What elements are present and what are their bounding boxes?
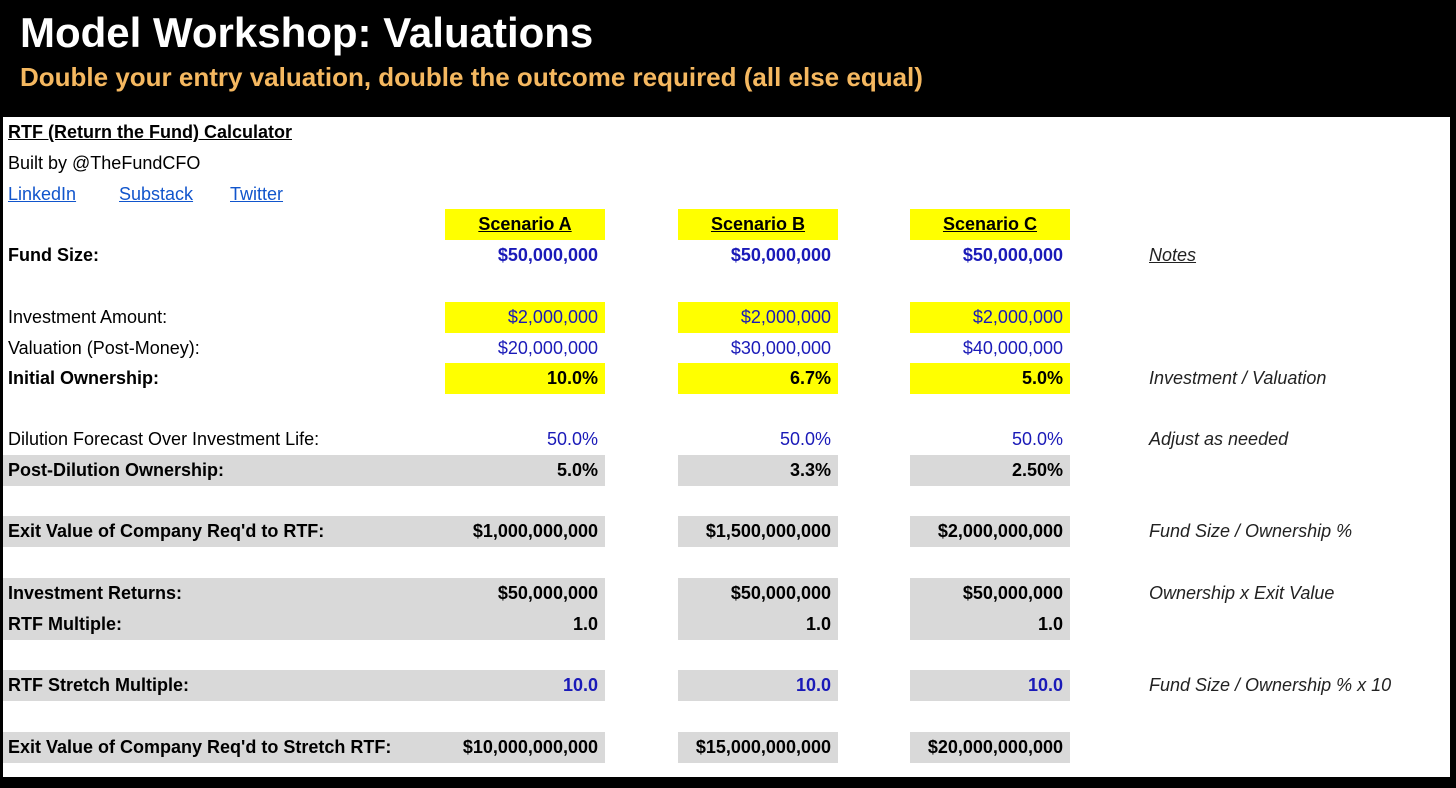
row-links: LinkedIn Substack Twitter [3,179,1450,210]
twitter-link[interactable]: Twitter [230,184,284,204]
investment-amount-label: Investment Amount: [8,307,168,327]
rtf-stretch-multiple-a[interactable]: 10.0 [445,670,605,701]
row-scenario-headers: Scenario A Scenario B Scenario C [3,209,1450,240]
dilution-b[interactable]: 50.0% [779,429,831,449]
fund-size-label: Fund Size: [8,245,99,265]
scenario-b-header: Scenario B [678,209,838,240]
exit-value-rtf-a[interactable]: $1,000,000,000 [445,516,605,547]
calculator-title: RTF (Return the Fund) Calculator [8,122,292,142]
page-subtitle: Double your entry valuation, double the … [20,62,923,92]
exit-value-stretch-b[interactable]: $15,000,000,000 [678,732,838,763]
row-dilution: Dilution Forecast Over Investment Life: … [3,424,1450,455]
notes-header: Notes [1149,245,1197,265]
post-dilution-a[interactable]: 5.0% [445,455,605,486]
valuation-c[interactable]: $40,000,000 [962,338,1063,358]
dilution-a[interactable]: 50.0% [546,429,598,449]
built-by-label: Built by @TheFundCFO [8,153,201,173]
page-title: Model Workshop: Valuations [20,9,594,56]
scenario-c-header: Scenario C [910,209,1070,240]
substack-link[interactable]: Substack [119,184,194,204]
row-valuation: Valuation (Post-Money): $20,000,000 $30,… [3,333,1450,364]
row-exit-value-rtf: Exit Value of Company Req'd to RTF: $1,0… [3,516,1450,547]
rtf-multiple-c[interactable]: 1.0 [910,609,1070,640]
rtf-stretch-multiple-b[interactable]: 10.0 [678,670,838,701]
investment-returns-c[interactable]: $50,000,000 [910,578,1070,609]
exit-value-rtf-b[interactable]: $1,500,000,000 [678,516,838,547]
row-investment-returns: Investment Returns: $50,000,000 $50,000,… [3,578,1450,609]
row-fund-size: Fund Size: $50,000,000 $50,000,000 $50,0… [3,240,1450,271]
post-dilution-c[interactable]: 2.50% [910,455,1070,486]
investment-returns-note: Ownership x Exit Value [1149,583,1335,603]
exit-value-rtf-note: Fund Size / Ownership % [1149,521,1353,541]
valuation-label: Valuation (Post-Money): [8,338,200,358]
initial-ownership-b[interactable]: 6.7% [678,363,838,394]
investment-returns-b[interactable]: $50,000,000 [678,578,838,609]
initial-ownership-a[interactable]: 10.0% [445,363,605,394]
fund-size-c[interactable]: $50,000,000 [962,245,1063,265]
spreadsheet: RTF (Return the Fund) Calculator Built b… [3,117,1450,777]
dilution-label: Dilution Forecast Over Investment Life: [8,429,320,449]
valuation-b[interactable]: $30,000,000 [730,338,831,358]
row-built-by: Built by @TheFundCFO [3,148,1450,179]
initial-ownership-label: Initial Ownership: [8,368,160,388]
investment-amount-a[interactable]: $2,000,000 [445,302,605,333]
fund-size-a[interactable]: $50,000,000 [497,245,598,265]
row-initial-ownership: Initial Ownership: 10.0% 6.7% 5.0% Inves… [3,363,1450,394]
exit-value-stretch-c[interactable]: $20,000,000,000 [910,732,1070,763]
rtf-stretch-multiple-note: Fund Size / Ownership % x 10 [1149,675,1392,695]
post-dilution-b[interactable]: 3.3% [678,455,838,486]
rtf-multiple-b[interactable]: 1.0 [678,609,838,640]
dilution-note: Adjust as needed [1149,429,1289,449]
investment-amount-c[interactable]: $2,000,000 [910,302,1070,333]
linkedin-link[interactable]: LinkedIn [8,184,77,204]
dilution-c[interactable]: 50.0% [1011,429,1063,449]
valuation-a[interactable]: $20,000,000 [497,338,598,358]
row-investment-amount: Investment Amount: $2,000,000 $2,000,000… [3,302,1450,333]
exit-value-rtf-c[interactable]: $2,000,000,000 [910,516,1070,547]
row-rtf-stretch-multiple: RTF Stretch Multiple: 10.0 10.0 10.0 Fun… [3,670,1450,701]
rtf-stretch-multiple-c[interactable]: 10.0 [910,670,1070,701]
fund-size-b[interactable]: $50,000,000 [730,245,831,265]
investment-amount-b[interactable]: $2,000,000 [678,302,838,333]
rtf-multiple-a[interactable]: 1.0 [445,609,605,640]
initial-ownership-note: Investment / Valuation [1149,368,1327,388]
initial-ownership-c[interactable]: 5.0% [910,363,1070,394]
scenario-a-header: Scenario A [445,209,605,240]
investment-returns-a[interactable]: $50,000,000 [445,578,605,609]
row-rtf-multiple: RTF Multiple: 1.0 1.0 1.0 [3,609,1450,640]
exit-value-stretch-a[interactable]: $10,000,000,000 [445,732,605,763]
row-exit-value-stretch: Exit Value of Company Req'd to Stretch R… [3,732,1450,763]
row-calc-title: RTF (Return the Fund) Calculator [3,117,1450,148]
